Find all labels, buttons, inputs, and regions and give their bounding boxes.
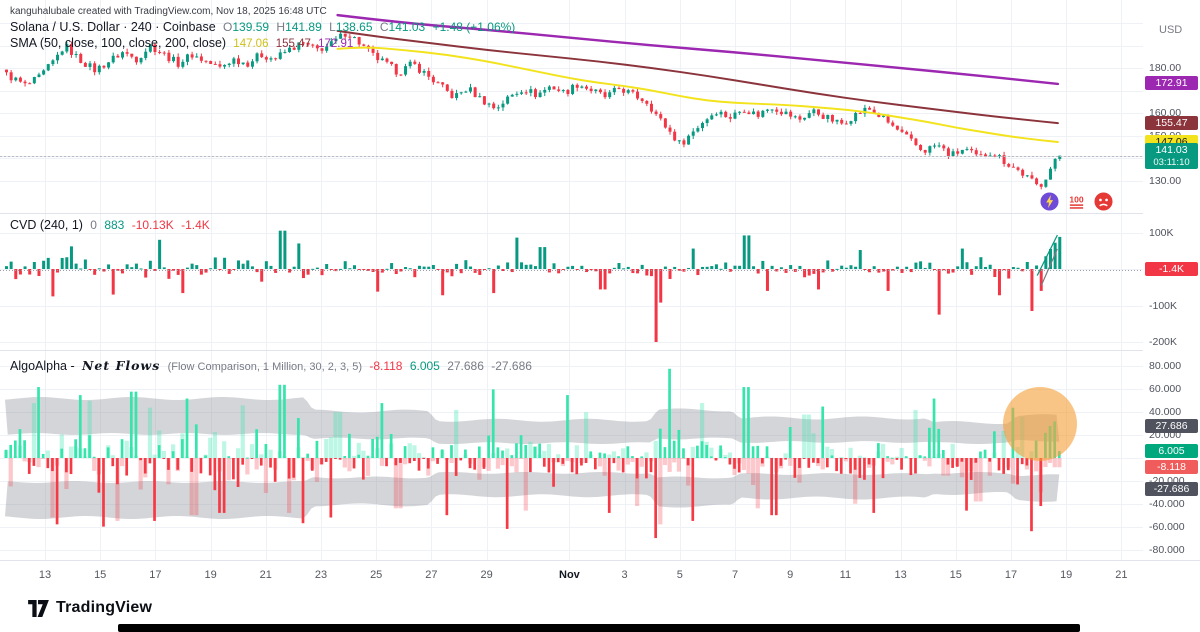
price-axis[interactable]: USD 180.00160.00150.00130.00100K-100K-20… bbox=[1143, 0, 1200, 560]
net-flows-legend[interactable]: AlgoAlpha - Net Flows (Flow Comparison, … bbox=[10, 358, 536, 373]
pane-separator-cvd-netflows[interactable] bbox=[0, 350, 1200, 351]
price-badge: 172.91 bbox=[1145, 76, 1198, 91]
cvd-tick: 100K bbox=[1149, 226, 1174, 239]
cvd-legend[interactable]: CVD (240, 1) 0 883 -10.13K -1.4K bbox=[10, 218, 214, 232]
ohlc-close-label: C bbox=[379, 20, 389, 34]
net-flows-source[interactable]: AlgoAlpha - bbox=[10, 359, 75, 373]
net-flows-value-4: -27.686 bbox=[491, 359, 532, 373]
net-flows-params: (Flow Comparison, 1 Million, 30, 2, 3, 5… bbox=[167, 361, 362, 373]
time-label: 3 bbox=[621, 569, 628, 581]
time-label: 23 bbox=[314, 569, 328, 581]
cvd-tick: -200K bbox=[1149, 336, 1178, 348]
time-axis-separator bbox=[0, 560, 1200, 561]
cvd-tick: -100K bbox=[1149, 299, 1178, 312]
net-flows-tick: -80.000 bbox=[1149, 543, 1185, 556]
ohlc-high-value: 141.89 bbox=[285, 20, 322, 34]
cvd-title[interactable]: CVD (240, 1) bbox=[10, 218, 83, 232]
time-label: 21 bbox=[1115, 569, 1128, 581]
net-flows-tick: 80.000 bbox=[1149, 360, 1182, 373]
time-label: 9 bbox=[787, 569, 794, 581]
time-label: 5 bbox=[676, 569, 683, 581]
price-tick: 180.00 bbox=[1149, 62, 1182, 74]
sma-title[interactable]: SMA (50, close, 100, close, 200, close) bbox=[10, 36, 227, 50]
net-flows-badge: -8.118 bbox=[1145, 459, 1198, 474]
net-flows-badge: -27.686 bbox=[1145, 482, 1198, 497]
net-flows-badge: 27.686 bbox=[1145, 418, 1198, 433]
time-label: 13 bbox=[894, 569, 907, 581]
price-tick: 130.00 bbox=[1149, 174, 1182, 187]
net-flows-badge: 6.005 bbox=[1145, 443, 1198, 458]
ohlc-low-value: 138.65 bbox=[335, 20, 373, 34]
sma-legend[interactable]: SMA (50, close, 100, close, 200, close) … bbox=[10, 36, 357, 50]
tradingview-logo-icon bbox=[28, 599, 49, 617]
time-label: 15 bbox=[94, 569, 107, 581]
time-label: 13 bbox=[38, 569, 52, 581]
time-label: 27 bbox=[425, 569, 438, 581]
net-flows-tick: -60.000 bbox=[1149, 520, 1185, 533]
bottom-bar bbox=[118, 624, 1080, 632]
time-label: 7 bbox=[731, 569, 739, 581]
reaction-icons: 100 bbox=[1040, 192, 1113, 211]
hundred-reaction-icon[interactable]: 100 bbox=[1067, 192, 1086, 211]
cvd-high-value: 883 bbox=[104, 218, 125, 232]
sma50-value: 147.06 bbox=[233, 38, 269, 50]
time-label: 19 bbox=[1060, 569, 1073, 581]
ohlc-close-value: 141.03 bbox=[388, 20, 426, 34]
time-label: 17 bbox=[149, 569, 162, 581]
pane-separator-main-cvd[interactable] bbox=[0, 213, 1200, 214]
cvd-close-value: -1.4K bbox=[181, 218, 210, 232]
angry-reaction-icon[interactable] bbox=[1094, 192, 1113, 211]
time-label: 21 bbox=[259, 569, 272, 581]
net-flows-value-2: 6.005 bbox=[409, 359, 440, 373]
net-flows-tick: 60.000 bbox=[1149, 383, 1182, 396]
cvd-open-value: 0 bbox=[90, 218, 97, 232]
chart-canvas[interactable] bbox=[0, 0, 1143, 560]
time-label: 29 bbox=[480, 569, 493, 581]
net-flows-tick: -40.000 bbox=[1149, 497, 1185, 510]
sma200-value: 172.91 bbox=[318, 38, 354, 50]
time-label: 17 bbox=[1004, 569, 1018, 581]
symbol-title[interactable]: Solana / U.S. Dollar · 240 · Coinbase bbox=[10, 20, 216, 34]
ohlc-low-label: L bbox=[329, 20, 336, 34]
time-label: 11 bbox=[839, 569, 852, 581]
ohlc-high-label: H bbox=[276, 20, 286, 34]
price-badge: 155.47 bbox=[1145, 115, 1198, 130]
lightning-reaction-icon[interactable] bbox=[1040, 192, 1059, 211]
change-value: +1.48 (+1.06%) bbox=[432, 20, 516, 34]
watermark: kanguhalubale created with TradingView.c… bbox=[10, 6, 327, 17]
time-label: 15 bbox=[949, 569, 962, 581]
sma100-value: 155.47 bbox=[275, 38, 311, 50]
time-label: 19 bbox=[204, 569, 217, 581]
ohlc-open-value: 139.59 bbox=[232, 20, 270, 34]
cvd-badge: -1.4K bbox=[1145, 262, 1198, 276]
tradingview-logo[interactable]: TradingView bbox=[28, 599, 152, 617]
orange-circle-annotation[interactable] bbox=[1003, 387, 1077, 461]
price-badge: 141.03 03:11:10 bbox=[1145, 142, 1198, 169]
svg-text:100: 100 bbox=[1069, 194, 1084, 204]
cvd-low-value: -10.13K bbox=[131, 218, 174, 232]
net-flows-name[interactable]: Net Flows bbox=[81, 358, 161, 373]
time-label: 25 bbox=[370, 569, 383, 581]
main-symbol-legend[interactable]: Solana / U.S. Dollar · 240 · Coinbase O1… bbox=[10, 20, 519, 34]
time-axis[interactable]: 13 15 17 19 21 23 25 27 29 Nov 3 5 7 9 11 13 15 17 19 21 bbox=[0, 561, 1143, 589]
ohlc-open-label: O bbox=[223, 20, 233, 34]
net-flows-tick: 40.000 bbox=[1149, 406, 1182, 419]
tradingview-logo-text: TradingView bbox=[56, 599, 153, 616]
axis-currency-label: USD bbox=[1159, 24, 1183, 36]
time-label: Nov bbox=[559, 569, 580, 581]
net-flows-value-3: 27.686 bbox=[447, 359, 484, 373]
net-flows-value-1: -8.118 bbox=[369, 359, 403, 373]
